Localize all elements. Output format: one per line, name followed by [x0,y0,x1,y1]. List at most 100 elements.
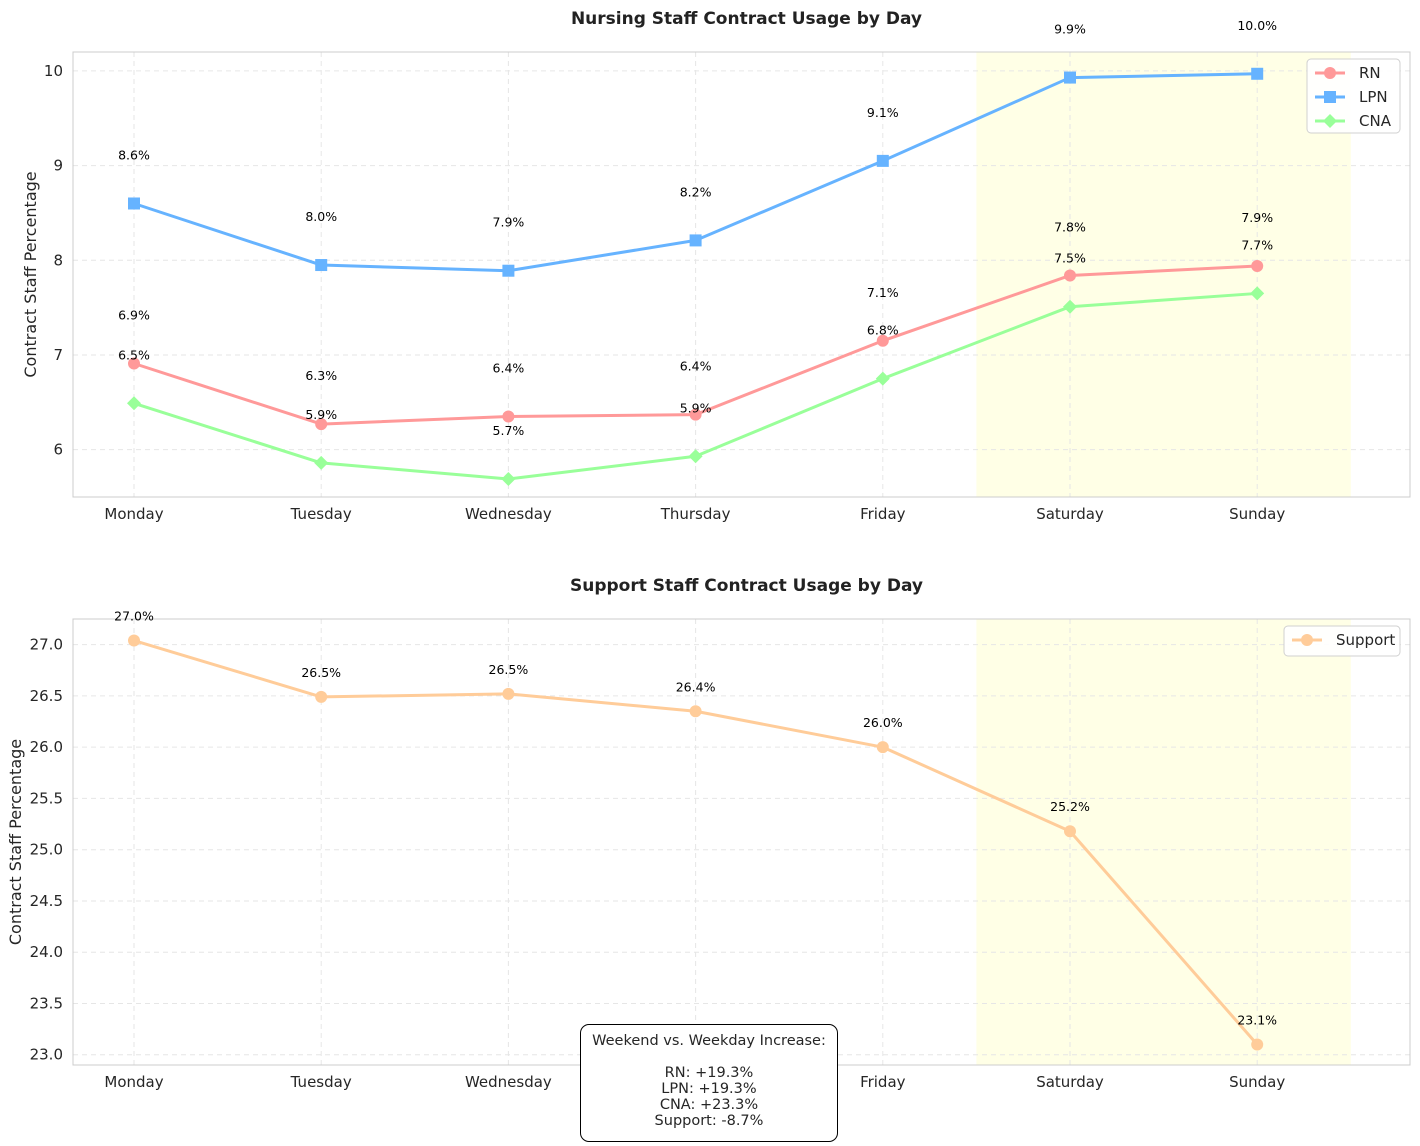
legend-marker-cna [1323,114,1337,128]
data-point-rn-tuesday [315,418,328,431]
data-label-support-thursday: 26.4% [676,679,716,694]
legend-marker-rn [1324,67,1336,79]
y-tick-label: 24.5 [30,892,63,910]
data-point-rn-wednesday [502,410,515,423]
data-label-lpn-friday: 9.1% [867,105,899,120]
x-tick-label-wednesday: Wednesday [465,1073,552,1091]
chart-title: Nursing Staff Contract Usage by Day [571,9,922,29]
data-point-rn-monday [128,357,140,370]
data-label-rn-saturday: 7.8% [1054,219,1086,234]
x-tick-label-monday: Monday [104,1073,163,1091]
legend-marker-lpn [1324,91,1336,103]
data-label-rn-sunday: 7.9% [1241,210,1273,225]
x-tick-label-friday: Friday [860,505,906,523]
data-point-cna-thursday [688,449,703,464]
data-label-lpn-wednesday: 7.9% [493,215,525,230]
y-tick-label: 9 [53,157,63,175]
data-point-lpn-sunday [1251,67,1264,80]
data-label-lpn-tuesday: 8.0% [305,209,337,224]
data-label-cna-wednesday: 5.7% [493,423,525,438]
data-label-support-wednesday: 26.5% [489,662,529,677]
weekend-highlight-band [976,619,1351,1065]
data-label-lpn-monday: 8.6% [118,147,150,162]
data-label-rn-wednesday: 6.4% [493,361,525,376]
y-tick-label: 27.0 [30,636,63,654]
data-label-support-saturday: 25.2% [1050,799,1090,814]
data-point-support-wednesday [502,687,515,700]
data-point-rn-saturday [1064,269,1076,282]
x-tick-label-sunday: Sunday [1229,1073,1285,1091]
y-axis-label: Contract Staff Percentage [6,739,25,945]
data-point-lpn-friday [876,154,889,167]
data-point-rn-sunday [1251,259,1264,272]
annotation-heading: Weekend vs. Weekday Increase: [592,1033,826,1049]
weekend-highlight-band [976,52,1351,497]
legend: RN LPN CNA [1306,58,1401,134]
y-tick-label: 26.0 [30,738,63,756]
y-axis-label: Contract Staff Percentage [21,171,40,377]
legend-label-lpn: LPN [1359,88,1388,106]
x-tick-label-saturday: Saturday [1036,505,1104,523]
data-point-cna-tuesday [314,455,329,470]
data-point-support-friday [876,741,889,754]
legend-box [1283,625,1401,657]
data-point-lpn-wednesday [502,264,515,277]
data-point-cna-saturday [1063,299,1077,314]
data-label-support-sunday: 23.1% [1237,1012,1277,1027]
y-tick-label: 26.5 [30,687,63,705]
x-tick-label-monday: Monday [104,505,163,523]
data-label-lpn-sunday: 10.0% [1237,18,1277,33]
x-tick-label-sunday: Sunday [1229,505,1285,523]
data-point-cna-monday [127,396,141,411]
annotation-line-support: Support: -8.7% [654,1113,764,1129]
y-tick-label: 25.0 [30,841,63,859]
y-tick-label: 23.5 [30,994,63,1012]
data-point-lpn-thursday [689,234,702,247]
data-point-support-sunday [1251,1038,1264,1051]
legend-label-cna: CNA [1359,112,1392,130]
legend-marker-support [1301,634,1313,646]
x-tick-label-tuesday: Tuesday [290,505,352,523]
data-label-support-tuesday: 26.5% [301,665,341,680]
y-tick-label: 8 [53,251,63,269]
data-point-support-tuesday [315,690,328,703]
data-label-rn-tuesday: 6.3% [305,368,337,383]
legend: Support [1283,625,1401,657]
data-label-rn-monday: 6.9% [118,308,150,323]
x-tick-label-thursday: Thursday [660,505,731,523]
x-tick-label-tuesday: Tuesday [290,1073,352,1091]
data-point-lpn-monday [128,197,140,210]
data-label-support-friday: 26.0% [863,715,903,730]
y-tick-label: 7 [53,346,63,364]
data-label-cna-saturday: 7.5% [1054,251,1086,266]
x-tick-label-friday: Friday [860,1073,906,1091]
data-point-cna-wednesday [501,472,516,487]
series-rn: 6.9% 6.3% 6.4% 6.4% 7.1% 7.8% 7.9% [118,210,1273,431]
data-point-lpn-tuesday [315,259,328,272]
y-tick-label: 25.5 [30,789,63,807]
y-tick-label: 23.0 [30,1046,63,1064]
y-tick-label: 10 [44,62,63,80]
x-tick-label-saturday: Saturday [1036,1073,1104,1091]
data-label-cna-tuesday: 5.9% [305,407,337,422]
data-point-rn-friday [876,334,889,347]
weekend-increase-annotation: Weekend vs. Weekday Increase: RN: +19.3%… [580,1024,838,1142]
data-point-cna-friday [875,371,890,386]
y-tick-label: 6 [53,441,63,459]
data-label-cna-thursday: 5.9% [680,400,712,415]
annotation-line-lpn: LPN: +19.3% [661,1081,757,1097]
data-label-rn-friday: 7.1% [867,285,899,300]
data-point-support-monday [128,634,140,647]
plot-frame [72,51,1411,498]
data-label-cna-sunday: 7.7% [1241,237,1273,252]
data-label-support-monday: 27.0% [114,609,154,624]
annotation-line-rn: RN: +19.3% [664,1065,754,1081]
legend-label-support: Support [1336,631,1395,649]
data-label-lpn-thursday: 8.2% [680,184,712,199]
data-label-lpn-saturday: 9.9% [1054,22,1086,37]
data-point-lpn-saturday [1064,71,1076,84]
series-support: 27.0% 26.5% 26.5% 26.4% 26.0% 25.2% 23.1% [114,609,1277,1051]
annotation-line-cna: CNA: +23.3% [659,1097,759,1113]
y-tick-label: 24.0 [30,943,63,961]
